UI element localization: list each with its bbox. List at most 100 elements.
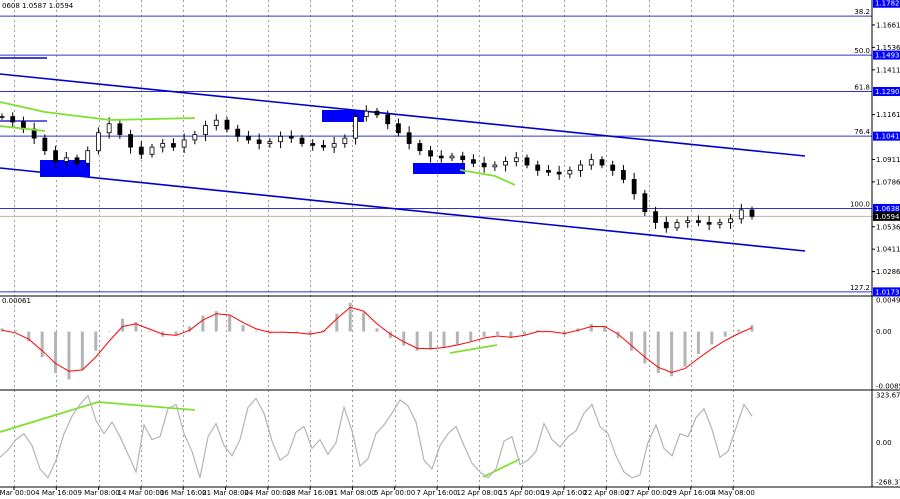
macd-hist-bar — [67, 331, 71, 380]
fib-level-label: 50.0 — [854, 47, 870, 55]
candle-body — [0, 116, 5, 119]
macd-hist-bar — [656, 331, 660, 374]
candle-body — [42, 137, 48, 152]
macd-hist-bar — [509, 331, 513, 338]
time-label: 21 Mar 08:00 — [202, 489, 249, 497]
divergence-line — [482, 458, 521, 478]
macd-indicator — [0, 302, 754, 380]
candle-body — [117, 123, 123, 135]
candle-body — [224, 119, 230, 130]
macd-hist-bar — [362, 312, 366, 332]
macd-hist-bar — [80, 331, 84, 370]
macd-hist-bar — [94, 331, 98, 351]
price-tick-label: 1.0536 — [876, 223, 900, 231]
macd-hist-bar — [228, 315, 232, 332]
candle-body — [674, 222, 680, 229]
price-tag — [873, 0, 900, 8]
candle-body — [428, 150, 433, 157]
cci-line — [0, 394, 753, 479]
candle-body — [246, 135, 251, 141]
candle-body — [621, 170, 626, 180]
macd-hist-bar — [214, 311, 218, 332]
price-tag — [873, 50, 900, 60]
candle-body — [321, 144, 326, 148]
price-tick-label: 1.0286 — [876, 268, 900, 276]
candle-body — [74, 157, 80, 164]
candle-body — [513, 157, 519, 162]
candle-body — [406, 132, 412, 144]
time-label: 4 May 08:00 — [711, 489, 755, 497]
macd-hist-bar — [455, 331, 459, 345]
price-tag — [873, 287, 900, 297]
candle-body — [299, 137, 305, 144]
candle-body — [492, 164, 498, 168]
candle-body — [363, 110, 369, 118]
candle-body — [642, 193, 648, 213]
divergence-line — [459, 169, 516, 186]
macd-hist-bar — [402, 331, 406, 346]
macd-hist-bar — [723, 331, 727, 337]
cci-axis: 323.6736 0.00 -268.3791 — [876, 392, 900, 487]
price-tick-label: 1.0911 — [876, 156, 900, 164]
fib-level-label: 76.4 — [854, 128, 870, 136]
macd-hist-bar — [683, 331, 687, 367]
price-tick-label: 1.1661 — [876, 21, 900, 29]
time-label: 5 Apr 00:00 — [374, 489, 415, 497]
price-tag-label: 1.1782 — [875, 0, 900, 8]
time-label: 22 Apr 08:00 — [583, 489, 629, 497]
macd-hist-bar — [388, 331, 392, 338]
time-label: 19 Apr 16:00 — [541, 489, 587, 497]
candle-body — [203, 125, 208, 135]
price-candles — [0, 105, 755, 233]
time-label: 7 Apr 16:00 — [416, 489, 457, 497]
price-tag-label: 1.0638 — [875, 205, 900, 213]
price-tick-label: 1.0786 — [876, 178, 900, 186]
candle-body — [503, 161, 508, 166]
candle-body — [342, 137, 348, 144]
price-tick-label: 1.0411 — [876, 246, 900, 254]
channel-upper-line — [0, 73, 806, 157]
candle-body — [160, 143, 166, 148]
macd-hist-bar — [134, 321, 138, 332]
fib-levels: 38.2 50.0 61.8 76.4 100.0 127.2 — [0, 8, 872, 293]
macd-tick-label: 0.00494 — [876, 297, 900, 305]
candle-body — [385, 114, 391, 125]
divergence-line — [449, 344, 498, 354]
macd-hist-bar — [643, 331, 647, 364]
macd-hist-bar — [616, 331, 620, 338]
candle-body — [653, 211, 658, 223]
candle-body — [706, 222, 712, 225]
time-label: 24 Mar 00:00 — [244, 489, 291, 497]
ohlc-header: 0608 1.0587 1.0594 — [2, 2, 74, 10]
time-label: 31 Mar 08:00 — [329, 489, 376, 497]
macd-hist-bar — [241, 325, 245, 332]
candle-body — [449, 155, 455, 159]
macd-hist-bar — [147, 331, 151, 333]
candle-body — [128, 134, 133, 148]
fib-level-label: 61.8 — [854, 83, 870, 91]
candle-body — [460, 155, 466, 161]
candle-body — [331, 143, 337, 148]
candle-body — [396, 123, 401, 134]
price-tag — [873, 86, 900, 96]
price-tag-label: 1.1493 — [875, 52, 900, 60]
candle-body — [353, 116, 358, 139]
macd-hist-bar — [375, 328, 379, 332]
candle-body — [288, 135, 294, 139]
time-label: 12 Apr 08:00 — [456, 489, 502, 497]
candle-body — [749, 209, 755, 217]
fib-level-label: 100.0 — [850, 200, 870, 208]
macd-hist-bar — [522, 331, 526, 335]
macd-hist-bar — [603, 326, 607, 332]
candle-body — [213, 119, 219, 126]
candle-body — [149, 146, 155, 155]
candle-body — [63, 157, 69, 162]
price-tick-label: 1.1536 — [876, 44, 900, 52]
candle-body — [53, 150, 58, 162]
macd-panel-bg — [0, 296, 900, 390]
candle-body — [471, 159, 476, 164]
price-tag-label: 1.1041 — [875, 133, 900, 141]
macd-hist-bar — [629, 331, 633, 351]
